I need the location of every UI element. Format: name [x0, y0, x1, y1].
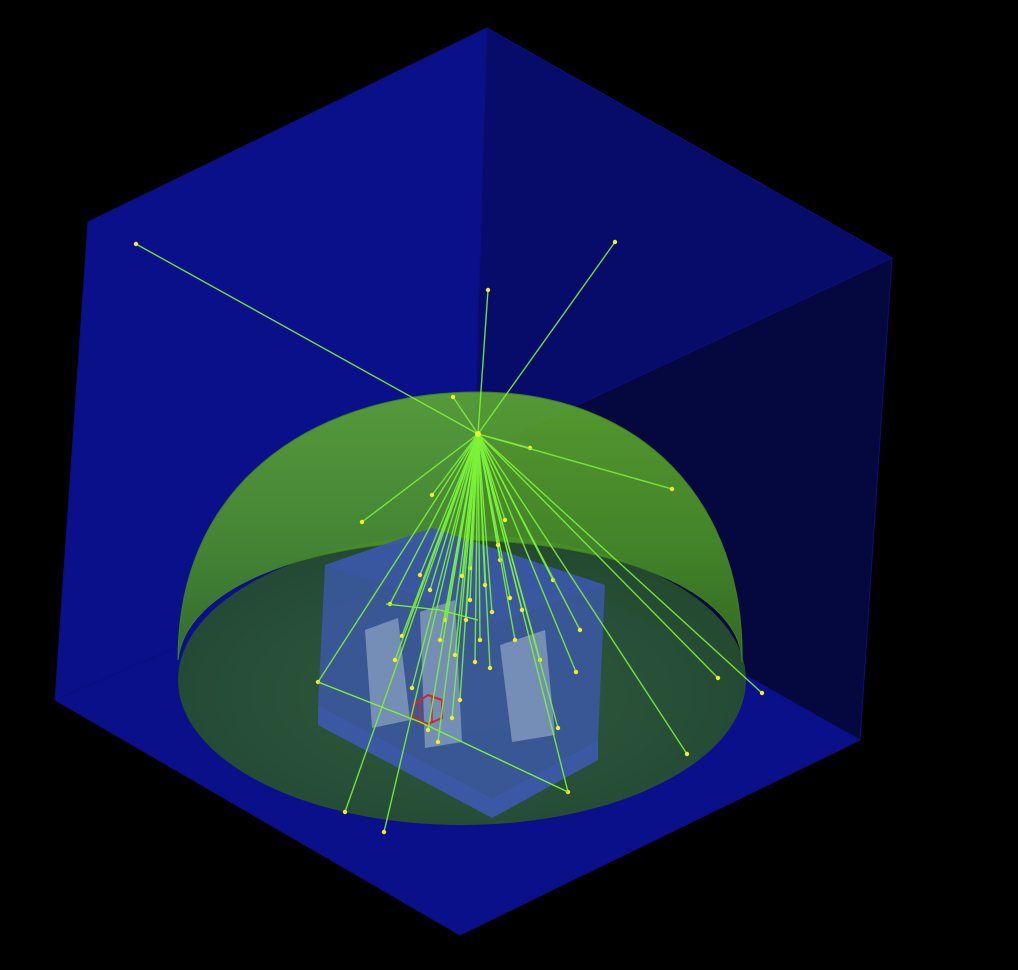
particle-track — [477, 433, 559, 729]
track-endpoint — [684, 751, 690, 757]
track-endpoint — [502, 517, 508, 523]
particle-track — [419, 433, 479, 576]
particle-track — [477, 433, 493, 613]
particle-tracks — [133, 239, 765, 835]
track-endpoint — [459, 573, 465, 579]
particle-track — [451, 433, 479, 719]
track-endpoint — [437, 637, 443, 643]
particle-track — [477, 433, 499, 546]
particle-track — [477, 433, 688, 755]
particle-track — [477, 433, 581, 631]
secondary-track — [317, 681, 569, 793]
particle-track — [317, 433, 479, 683]
particle-track — [427, 433, 479, 731]
track-endpoint — [487, 665, 493, 671]
particle-track — [383, 433, 479, 833]
particle-track — [361, 433, 479, 523]
track-endpoint — [485, 287, 491, 293]
particle-track — [477, 433, 719, 679]
track-endpoint — [612, 239, 618, 245]
track-endpoint — [467, 597, 473, 603]
track-endpoint — [133, 241, 139, 247]
particle-track — [344, 433, 479, 813]
detector-pillar-right — [500, 630, 555, 742]
particle-track — [477, 433, 486, 586]
track-endpoint — [715, 675, 721, 681]
track-endpoint — [435, 739, 441, 745]
track-endpoint — [392, 657, 398, 663]
track-endpoint — [482, 582, 488, 588]
track-endpoint — [429, 492, 435, 498]
track-endpoint — [555, 725, 561, 731]
particle-track — [477, 433, 673, 490]
track-endpoint — [519, 607, 525, 613]
track-endpoint — [759, 690, 765, 696]
particle-track — [452, 396, 479, 435]
particle-track — [477, 433, 506, 521]
particle-track — [465, 433, 479, 621]
track-endpoint — [425, 727, 431, 733]
track-endpoint — [463, 617, 469, 623]
particle-track — [429, 433, 479, 591]
particle-track — [477, 433, 763, 694]
particle-track — [431, 433, 479, 496]
particle-track — [477, 289, 489, 435]
track-endpoint — [669, 486, 675, 492]
track-endpoint — [477, 637, 483, 643]
track-endpoint — [427, 587, 433, 593]
track-endpoint — [457, 697, 463, 703]
track-endpoint — [472, 659, 478, 665]
track-endpoint — [489, 609, 495, 615]
particle-track — [477, 433, 481, 641]
primary-vertex — [475, 431, 481, 437]
particle-track — [461, 433, 479, 577]
particle-track — [477, 241, 616, 435]
track-endpoint — [495, 542, 501, 548]
dome-shell — [177, 391, 743, 663]
track-endpoint — [417, 572, 423, 578]
track-endpoint — [573, 669, 579, 675]
detector-block-base — [318, 705, 598, 818]
track-endpoint — [577, 627, 583, 633]
track-endpoint — [342, 809, 348, 815]
detector-pillar-left — [365, 618, 410, 728]
particle-track — [439, 433, 479, 641]
particle-track — [477, 433, 577, 673]
track-endpoint — [359, 519, 365, 525]
track-endpoint — [381, 829, 387, 835]
track-endpoint — [409, 685, 415, 691]
track-endpoint — [512, 637, 518, 643]
track-endpoint — [507, 595, 513, 601]
particle-track — [474, 433, 479, 663]
particle-track — [394, 433, 479, 661]
particle-track — [135, 243, 479, 435]
track-endpoint — [449, 715, 455, 721]
particle-track — [389, 433, 479, 605]
secondary-track — [385, 603, 479, 621]
particle-track — [411, 433, 479, 689]
track-endpoint — [452, 652, 458, 658]
particle-track — [437, 433, 479, 743]
track-endpoint — [450, 394, 456, 400]
